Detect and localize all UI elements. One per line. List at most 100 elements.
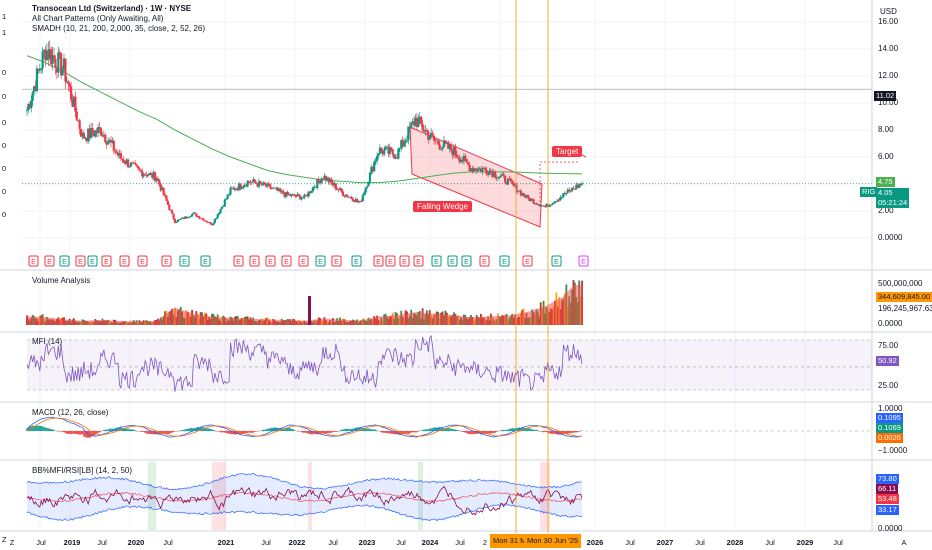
currency-label[interactable]: USD [880, 7, 897, 16]
time-tick: 2022 [288, 538, 306, 547]
macd-hist-bar [266, 428, 269, 431]
macd-hist-bar [164, 431, 166, 434]
candle-body [539, 205, 542, 207]
price-candles [25, 40, 584, 226]
macd-hist-bar [484, 431, 487, 434]
candle-body [294, 196, 298, 197]
macd-hist-bar [390, 431, 393, 434]
time-tick: Jul [97, 538, 107, 547]
macd-hist-bar [373, 429, 376, 431]
mfi-band [27, 340, 872, 390]
macd-hist-bar [169, 431, 172, 434]
earnings-marker [447, 255, 458, 267]
ticker-tag[interactable]: RIG [860, 187, 878, 197]
mfi-pane-title[interactable]: MFI (14) [32, 337, 63, 346]
candle-body [410, 122, 413, 129]
macd-hist-bar [286, 427, 289, 431]
chart-legend: Transocean Ltd (Switzerland) · 1W · NYSE… [32, 4, 205, 34]
macd-hist-bar [465, 431, 468, 434]
candle-body [230, 187, 234, 189]
symbol-title[interactable]: Transocean Ltd (Switzerland) · 1W · NYSE [32, 4, 192, 13]
mfi-pane [26, 335, 872, 392]
macd-pane-title[interactable]: MACD (12, 26, close) [32, 408, 109, 417]
earnings-marker [179, 255, 190, 267]
candle-body [242, 186, 245, 189]
earnings-marker [75, 255, 86, 267]
falling-wedge-label[interactable]: Falling Wedge [413, 201, 472, 212]
macd-hist-bar [252, 431, 255, 433]
macd-hist-bar [70, 431, 72, 435]
candle-body [250, 181, 253, 183]
time-tick: 2021 [217, 538, 235, 547]
candle-body [334, 183, 337, 190]
macd-hist-bar [43, 427, 45, 431]
macd-hist-bar [41, 426, 44, 431]
candle-body [129, 162, 132, 167]
candle-body [44, 49, 47, 61]
macd-hist-bar [150, 431, 152, 434]
macd-hist-bar [67, 431, 70, 434]
macd-hist-bar [340, 429, 343, 431]
candle-body [296, 194, 299, 197]
macd-hist-bar [307, 431, 310, 434]
macd-hist-bar [531, 429, 533, 431]
macd-hist-bar [424, 429, 427, 431]
candle-body [458, 158, 461, 163]
macd-hist-bar [276, 427, 279, 431]
time-tick: 2029 [796, 538, 814, 547]
candle-body [397, 148, 400, 159]
candle-body [477, 168, 480, 172]
candle-body [511, 181, 514, 184]
target-projection [539, 161, 580, 206]
macd-hist-bar [327, 431, 330, 433]
earnings-marker-label: E [164, 259, 169, 266]
indicator-smadh[interactable]: SMADH (10, 21, 200, 2,000, 35, close, 2,… [32, 24, 205, 33]
macd-hist-bar [505, 429, 508, 431]
target-label[interactable]: Target [552, 146, 583, 157]
candle-body [279, 188, 282, 192]
candle-body [146, 175, 150, 177]
time-tick: Z [9, 538, 15, 547]
candle-body [162, 187, 165, 195]
macd-hist-bar [263, 429, 266, 431]
candle-body [202, 218, 205, 221]
macd-hist-bar [431, 428, 434, 431]
macd-hist-bar [141, 431, 144, 432]
macd-hist-bar [303, 431, 306, 433]
macd-pane [26, 416, 872, 438]
candle-body [227, 194, 231, 196]
macd-hist-bar [44, 427, 47, 431]
candle-body [272, 187, 275, 189]
macd-hist-bar [349, 429, 351, 431]
macd-hist-bar [85, 431, 88, 438]
candle-body [329, 178, 332, 183]
candle-body [360, 200, 363, 202]
macd-hist-bar [427, 429, 430, 431]
macd-hist-bar [568, 431, 570, 434]
macd-hist-bar [461, 431, 464, 432]
candle-body [225, 198, 228, 200]
bb-upper-line [26, 472, 583, 491]
candle-body [176, 220, 179, 222]
macd-hist-bar [302, 431, 304, 433]
macd-tick-1: 1.0000 [878, 404, 903, 413]
candle-body [78, 120, 81, 130]
candle-body [405, 140, 409, 142]
earnings-marker-label: E [78, 259, 83, 266]
bb-pane-title[interactable]: BB%MFI/RSI[LB] (14, 2, 50) [32, 466, 133, 475]
candle-body [91, 128, 94, 134]
volume-pane-title[interactable]: Volume Analysis [32, 276, 91, 285]
macd-hist-bar [322, 431, 324, 434]
indicator-chart-patterns[interactable]: All Chart Patterns (Only Awaiting, All) [32, 14, 164, 23]
candle-body [566, 189, 569, 193]
candle-body [68, 83, 71, 87]
macd-hist-bar [440, 427, 442, 431]
candle-body [572, 187, 575, 189]
earnings-marker-label: E [252, 259, 257, 266]
time-tick: Jul [833, 538, 843, 547]
candle-body [255, 182, 258, 184]
macd-hist-bar [534, 429, 536, 431]
bb-upper-badge: 73.80 [876, 474, 899, 484]
macd-hist-bar [90, 431, 92, 437]
macd-hist-bar [134, 430, 136, 431]
